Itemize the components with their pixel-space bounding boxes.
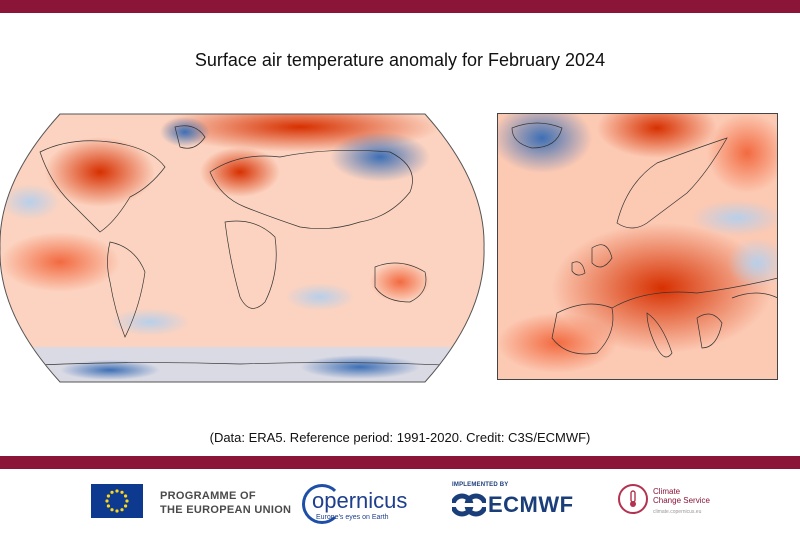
map-title: Surface air temperature anomaly for Febr… — [194, 50, 606, 70]
copernicus-wordmark: opernicus — [312, 488, 408, 513]
europe-anomaly-map — [497, 113, 778, 380]
north-pacific-cool-anomaly — [0, 184, 60, 220]
siberia-cool-anomaly — [330, 132, 430, 182]
eu-programme-label: PROGRAMME OF THE EUROPEAN UNION — [160, 489, 291, 517]
top-band — [0, 0, 800, 13]
ecmwf-wordmark: ECMWF — [488, 492, 574, 517]
bottom-band — [0, 456, 800, 469]
copernicus-ring-icon — [302, 484, 342, 524]
indian-ocean-cool-anomaly — [285, 283, 355, 311]
copernicus-logo: opernicus Europe's eyes on Earth — [302, 482, 412, 524]
c3s-label: Climate Change Service — [653, 487, 710, 505]
pacific-warm-anomaly — [0, 232, 120, 292]
coastlines — [0, 125, 485, 368]
east-cool-anomaly — [727, 238, 778, 288]
antarctic-cool-anomaly-west — [60, 360, 160, 380]
data-credit: (Data: ERA5. Reference period: 1991-2020… — [209, 430, 591, 445]
europe-warm-anomaly — [200, 147, 280, 197]
c3s-line-1: Climate — [653, 487, 681, 496]
russia-warm-anomaly — [707, 113, 778, 193]
north-america-warm-anomaly — [45, 137, 155, 207]
c3s-line-2: Change Service — [653, 496, 710, 505]
australia-warm-anomaly — [370, 262, 430, 302]
greenland-cool-anomaly — [160, 117, 210, 147]
south-atlantic-cool-anomaly — [110, 308, 190, 336]
globe-outline — [0, 113, 485, 383]
europe-frame — [497, 113, 778, 380]
europe-coastlines — [511, 122, 778, 358]
eu-line-1: PROGRAMME OF — [160, 490, 256, 502]
barents-warm-anomaly — [597, 113, 717, 158]
ecmwf-icon — [452, 493, 486, 517]
c3s-url: climate.copernicus.eu — [653, 509, 702, 515]
eu-line-2: THE EUROPEAN UNION — [160, 504, 292, 516]
world-anomaly-map — [0, 113, 485, 383]
thermometer-icon — [618, 484, 648, 514]
iceland-cool-anomaly — [497, 113, 592, 173]
antarctic-cool-anomaly — [300, 355, 420, 379]
iberia-warm-anomaly — [497, 313, 617, 373]
implemented-by-label: IMPLEMENTED BY — [452, 482, 509, 488]
central-europe-warm-anomaly — [552, 223, 772, 353]
eu-flag-icon — [91, 484, 143, 518]
baltic-cool-anomaly — [692, 200, 778, 236]
copernicus-tagline: Europe's eyes on Earth — [316, 514, 389, 521]
